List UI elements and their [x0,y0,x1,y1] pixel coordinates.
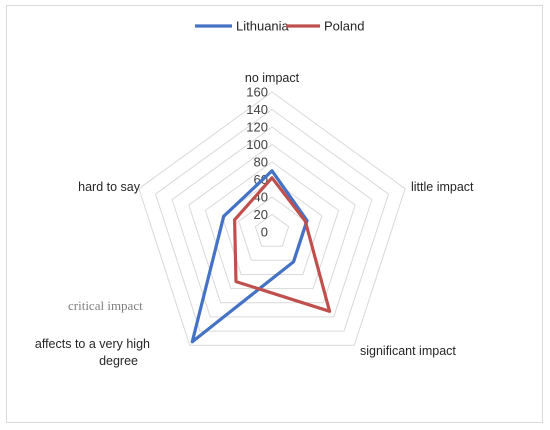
radar-grid [138,91,406,346]
grid-ring [254,213,290,247]
category-label: little impact [411,180,474,194]
category-label: no impact [245,71,300,85]
tick-label: 140 [246,102,268,117]
category-label: affects to a very high degree [35,337,150,368]
legend-label-lithuania: Lithuania [236,19,290,34]
tick-label: 100 [246,137,268,152]
grid-ring [204,161,340,290]
tick-label: 160 [246,85,268,100]
series-line-lithuania [190,169,309,344]
grid-ring [188,143,356,304]
legend: Lithuania Poland [195,19,364,34]
category-label: significant impact [360,344,456,358]
series-line-poland [233,176,332,313]
tick-label: 0 [261,225,268,240]
grid-ring [138,91,406,346]
category-label: hard to say [78,180,141,194]
grid-ring [171,126,373,318]
grid-ring [154,108,390,332]
annotation-critical-impact: critical impact [68,298,143,313]
tick-label: 120 [246,120,268,135]
chart-frame [6,5,543,423]
category-labels: no impact little impact significant impact… [35,71,474,368]
tick-label: 80 [254,155,268,170]
grid-ring [238,196,306,261]
legend-label-poland: Poland [324,19,364,34]
tick-label: 20 [254,207,268,222]
radar-series [190,169,332,344]
